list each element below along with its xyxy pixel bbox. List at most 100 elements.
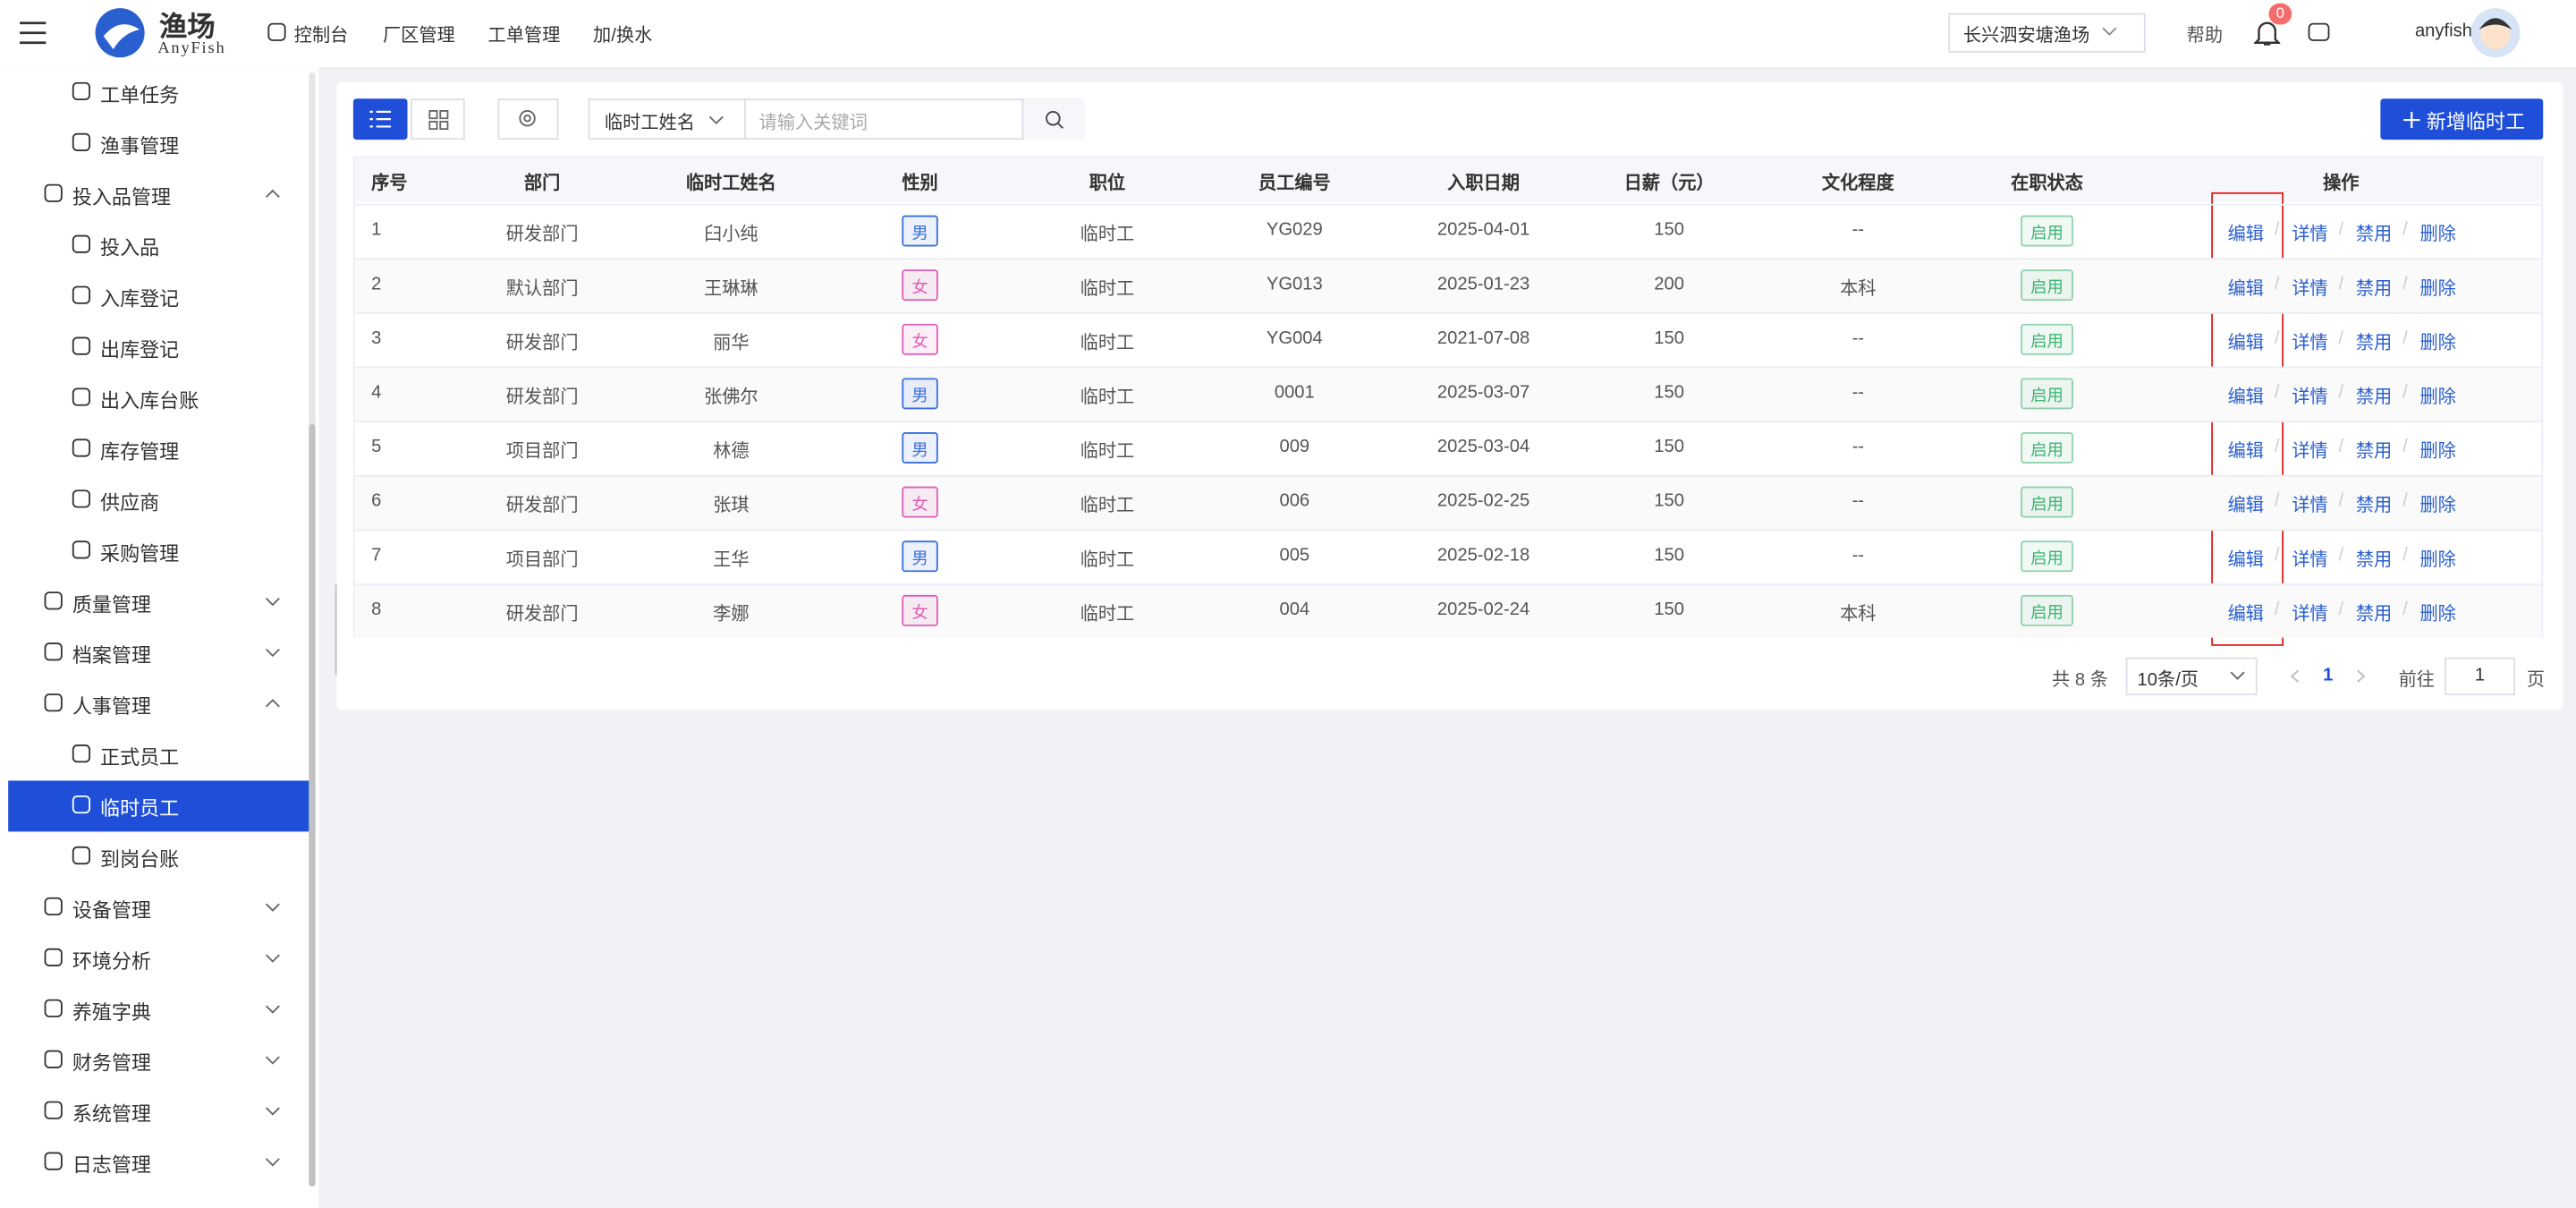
action-link[interactable]: 详情	[2292, 333, 2328, 353]
menu-item[interactable]: 渔事管理	[100, 134, 180, 158]
nav-item[interactable]: 工单管理	[487, 26, 561, 47]
nav-item[interactable]: 加/换水	[593, 26, 653, 47]
menu-item[interactable]: 采购管理	[100, 542, 180, 566]
menu-group[interactable]: 养殖字典	[72, 1000, 152, 1025]
menu-group[interactable]: 日志管理	[72, 1153, 152, 1178]
action-link[interactable]: 删除	[2419, 225, 2456, 245]
menu-group[interactable]: 系统管理	[72, 1102, 152, 1127]
menu-item[interactable]: 正式员工	[100, 745, 180, 770]
menu-item[interactable]: 出入库台账	[100, 389, 199, 413]
action-separator: /	[2402, 600, 2408, 620]
cell: 项目部门	[505, 442, 579, 463]
action-link[interactable]: 详情	[2292, 387, 2328, 408]
cell: 临时工	[1080, 225, 1135, 245]
action-link[interactable]: 编辑	[2227, 550, 2264, 571]
cell: 7	[371, 545, 382, 566]
action-link[interactable]: 删除	[2419, 604, 2456, 625]
action-link[interactable]: 编辑	[2227, 604, 2264, 625]
menu-group[interactable]: 质量管理	[72, 593, 152, 617]
search-input[interactable]: 请输入关键词	[758, 113, 868, 133]
action-link[interactable]: 禁用	[2355, 496, 2393, 516]
gender-tag: 男	[902, 432, 938, 464]
menu-group[interactable]: 人事管理	[72, 694, 152, 719]
action-link[interactable]: 编辑	[2227, 225, 2264, 245]
search-field-select[interactable]: 临时工姓名	[604, 113, 695, 133]
action-link[interactable]: 禁用	[2355, 333, 2393, 353]
menu-group[interactable]: 投入品管理	[72, 185, 172, 209]
search-button[interactable]	[1021, 98, 1085, 140]
app-icon[interactable]	[2308, 22, 2330, 41]
chevron	[265, 1056, 280, 1065]
row-border	[354, 529, 2542, 532]
action-link[interactable]: 详情	[2292, 550, 2328, 571]
action-link[interactable]: 删除	[2419, 387, 2456, 408]
action-link[interactable]: 禁用	[2355, 387, 2393, 408]
action-link[interactable]: 禁用	[2355, 604, 2393, 625]
action-link[interactable]: 删除	[2419, 442, 2456, 463]
column-header: 部门	[523, 174, 561, 194]
action-link[interactable]: 删除	[2419, 550, 2456, 571]
action-link[interactable]: 详情	[2292, 496, 2328, 516]
current-page[interactable]: 1	[2323, 665, 2334, 685]
cell: 王琳琳	[704, 279, 758, 300]
cell: --	[1852, 545, 1865, 566]
menu-group[interactable]: 档案管理	[72, 643, 152, 668]
action-link[interactable]: 禁用	[2355, 225, 2393, 245]
cell: 150	[1654, 600, 1684, 620]
menu-icon	[72, 846, 91, 865]
action-link[interactable]: 删除	[2419, 496, 2456, 516]
action-link[interactable]: 编辑	[2227, 387, 2264, 408]
nav-item[interactable]: 厂区管理	[382, 26, 455, 47]
action-separator: /	[2274, 274, 2280, 294]
action-link[interactable]: 编辑	[2227, 442, 2264, 463]
grid-view-button[interactable]	[411, 98, 465, 140]
cell: 研发部门	[505, 496, 579, 516]
active-item-bg	[8, 780, 309, 832]
cell: 臼小纯	[704, 225, 758, 245]
menu-item[interactable]: 到岗台账	[100, 847, 180, 872]
menu-group[interactable]: 财务管理	[72, 1051, 152, 1076]
action-link[interactable]: 禁用	[2355, 442, 2393, 463]
action-link[interactable]: 删除	[2419, 279, 2456, 300]
cell: 2025-04-01	[1436, 220, 1530, 241]
settings-button[interactable]	[497, 98, 559, 140]
help-link[interactable]: 帮助	[2186, 26, 2224, 47]
menu-group[interactable]: 环境分析	[72, 949, 152, 974]
menu-icon	[44, 1050, 63, 1068]
action-link[interactable]: 详情	[2292, 225, 2328, 245]
user-name[interactable]: anyfish	[2414, 21, 2472, 41]
action-link[interactable]: 删除	[2419, 333, 2456, 353]
menu-item[interactable]: 出库登记	[100, 338, 180, 362]
prev-page[interactable]	[2290, 669, 2300, 685]
action-link[interactable]: 编辑	[2227, 496, 2264, 516]
menu-item[interactable]: 供应商	[100, 491, 160, 515]
goto-input[interactable]: 1	[2445, 657, 2515, 695]
action-link[interactable]: 详情	[2292, 442, 2328, 463]
cell: 临时工	[1080, 333, 1135, 353]
action-link[interactable]: 编辑	[2227, 333, 2264, 353]
menu-group[interactable]: 设备管理	[72, 898, 152, 923]
next-page[interactable]	[2356, 669, 2366, 685]
chevron	[265, 597, 280, 607]
nav-item[interactable]: 控制台	[293, 26, 349, 47]
action-link[interactable]: 详情	[2292, 279, 2328, 300]
action-link[interactable]: 详情	[2292, 604, 2328, 625]
action-link[interactable]: 编辑	[2227, 279, 2264, 300]
menu-item[interactable]: 库存管理	[100, 440, 180, 464]
menu-item[interactable]: 入库登记	[100, 287, 180, 311]
action-link[interactable]: 禁用	[2355, 279, 2393, 300]
menu-icon	[44, 948, 63, 966]
menu-item[interactable]: 工单任务	[100, 83, 180, 107]
scroll-thumb[interactable]	[309, 423, 316, 1187]
menu-item[interactable]: 投入品	[100, 236, 160, 260]
menu-item[interactable]: 临时员工	[100, 796, 180, 821]
page-size-select[interactable]	[2125, 657, 2258, 695]
action-link[interactable]: 禁用	[2355, 550, 2393, 571]
column-header: 性别	[902, 174, 938, 194]
farm-select[interactable]	[1948, 13, 2146, 53]
menu-icon[interactable]	[20, 21, 47, 45]
action-separator: /	[2274, 382, 2280, 403]
bell-icon[interactable]	[2253, 20, 2281, 47]
avatar[interactable]	[2470, 6, 2522, 59]
